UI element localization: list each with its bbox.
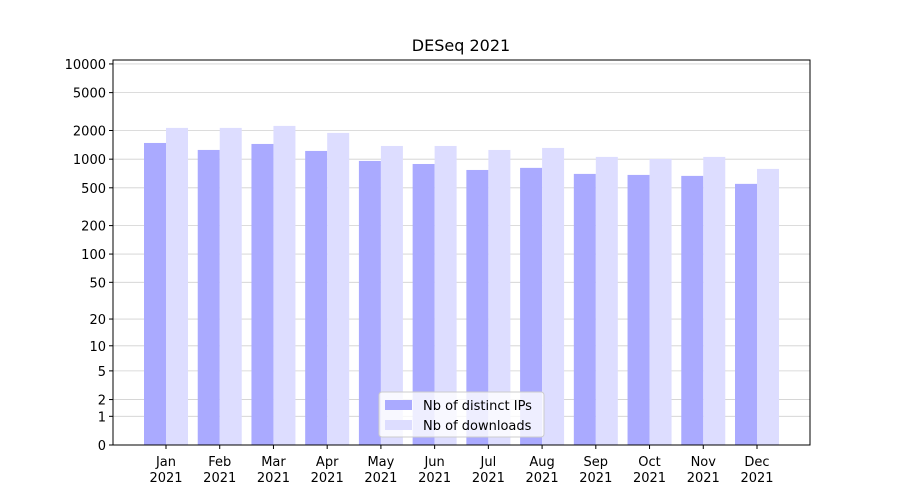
chart-title: DESeq 2021 xyxy=(412,36,510,55)
bar xyxy=(757,168,779,445)
y-tick-label: 10000 xyxy=(65,58,106,73)
bar xyxy=(358,160,381,445)
y-tick-label: 20 xyxy=(89,313,106,328)
y-tick-label: 50 xyxy=(89,276,106,291)
x-tick-label: Oct 2021 xyxy=(633,455,666,486)
x-tick-label: Aug 2021 xyxy=(526,455,559,486)
legend-label: Nb of downloads xyxy=(423,419,532,434)
y-tick-label: 5 xyxy=(98,365,106,380)
bar xyxy=(703,156,726,446)
y-tick-label: 1000 xyxy=(73,153,106,168)
bar xyxy=(144,142,166,445)
bar xyxy=(219,127,242,445)
bar xyxy=(649,158,672,445)
y-tick-label: 2 xyxy=(98,394,106,409)
bar xyxy=(327,132,350,446)
y-tick-label: 10 xyxy=(89,340,106,355)
bar xyxy=(251,143,274,445)
y-tick-label: 1 xyxy=(98,410,106,425)
y-tick-label: 2000 xyxy=(73,125,106,140)
legend-label: Nb of distinct IPs xyxy=(423,399,532,414)
y-tick-label: 500 xyxy=(81,182,106,197)
bar xyxy=(573,173,596,445)
x-tick-label: Mar 2021 xyxy=(257,455,290,486)
y-tick-label: 200 xyxy=(81,220,106,235)
bar xyxy=(595,156,618,446)
x-tick-label: Jun 2021 xyxy=(418,455,451,486)
bar xyxy=(380,145,403,445)
bar xyxy=(542,147,565,445)
bar xyxy=(305,150,328,445)
bar xyxy=(166,127,188,445)
y-tick-label: 5000 xyxy=(73,87,106,102)
x-tick-label: Dec 2021 xyxy=(740,455,773,486)
bar xyxy=(434,145,457,445)
legend-box xyxy=(378,391,545,438)
bar xyxy=(520,167,543,445)
x-tick-label: May 2021 xyxy=(364,455,397,486)
legend-swatch xyxy=(385,400,412,410)
bar xyxy=(412,163,435,445)
bar xyxy=(273,125,296,445)
x-tick-label: Jul 2021 xyxy=(472,455,505,486)
x-tick-label: Sep 2021 xyxy=(579,455,612,486)
x-tick-label: Apr 2021 xyxy=(311,455,344,486)
y-tick-label: 0 xyxy=(98,439,106,454)
bar xyxy=(197,149,220,445)
legend-swatch xyxy=(385,420,412,430)
bar xyxy=(735,183,757,445)
bar xyxy=(627,174,650,445)
bar xyxy=(681,175,704,445)
bar xyxy=(466,169,489,445)
x-tick-label: Jan 2021 xyxy=(149,455,182,486)
bar xyxy=(488,149,511,445)
y-tick-label: 100 xyxy=(81,248,106,263)
x-tick-label: Feb 2021 xyxy=(203,455,236,486)
plot-frame xyxy=(112,59,811,446)
x-tick-label: Nov 2021 xyxy=(687,455,720,486)
